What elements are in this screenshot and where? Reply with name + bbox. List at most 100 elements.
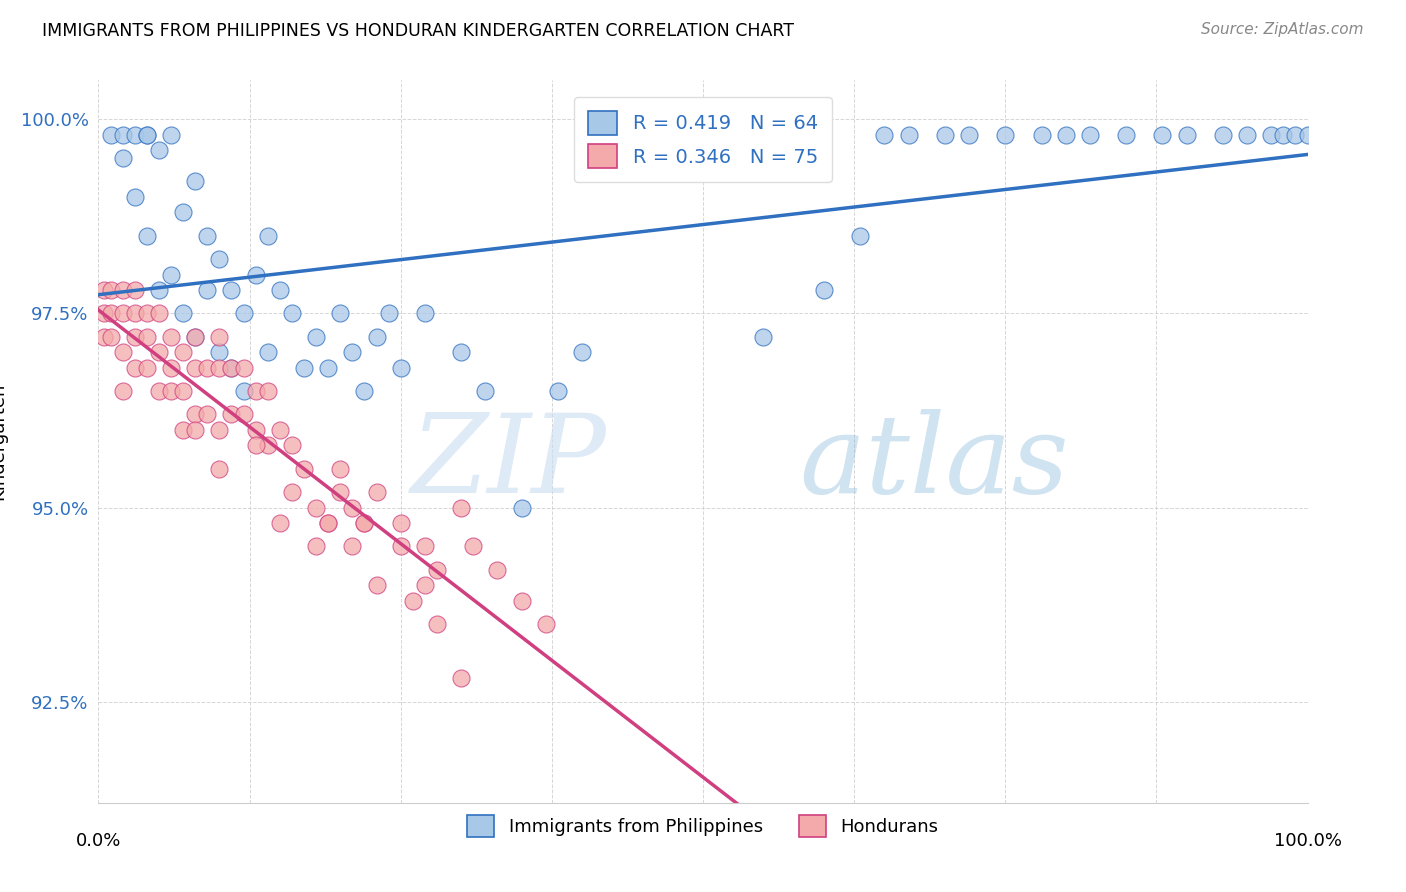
Point [135,360,157,375]
Point [377,306,399,320]
Text: IMMIGRANTS FROM PHILIPPINES VS HONDURAN KINDERGARTEN CORRELATION CHART: IMMIGRANTS FROM PHILIPPINES VS HONDURAN … [42,22,794,40]
Point [413,578,436,592]
Point [221,360,243,375]
Point [292,461,315,475]
Y-axis label: Kindergarten: Kindergarten [0,383,7,500]
Point [148,345,170,359]
Point [184,329,207,343]
Point [111,151,134,165]
Point [93,306,115,320]
Point [342,345,364,359]
Point [450,672,472,686]
Point [1054,128,1077,142]
Point [148,384,170,398]
Point [232,384,254,398]
Text: Source: ZipAtlas.com: Source: ZipAtlas.com [1201,22,1364,37]
Text: atlas: atlas [800,409,1070,517]
Point [1152,128,1174,142]
Point [160,360,183,375]
Point [195,228,218,243]
Point [547,384,569,398]
Point [208,345,231,359]
Point [184,360,207,375]
Point [172,423,194,437]
Point [148,143,170,157]
Point [172,205,194,219]
Point [534,617,557,632]
Point [510,594,533,608]
Point [994,128,1017,142]
Point [195,283,218,297]
Point [353,384,375,398]
Text: 0.0%: 0.0% [76,831,121,850]
Point [135,306,157,320]
Point [160,128,183,142]
Point [184,423,207,437]
Point [342,500,364,515]
Point [208,423,231,437]
Point [208,360,231,375]
Point [232,360,254,375]
Point [316,516,339,530]
Point [184,408,207,422]
Point [957,128,980,142]
Point [124,128,146,142]
Point [450,500,472,515]
Point [897,128,920,142]
Point [221,283,243,297]
Point [413,306,436,320]
Point [245,438,267,452]
Point [232,408,254,422]
Point [329,485,352,500]
Point [256,438,278,452]
Point [316,360,339,375]
Point [160,268,183,282]
Point [1296,128,1319,142]
Point [1236,128,1258,142]
Point [208,329,231,343]
Point [100,306,122,320]
Point [329,461,352,475]
Point [93,329,115,343]
Point [124,360,146,375]
Point [100,128,122,142]
Point [305,329,328,343]
Point [813,283,835,297]
Text: ZIP: ZIP [411,409,606,517]
Point [124,306,146,320]
Point [426,563,449,577]
Point [342,540,364,554]
Point [111,384,134,398]
Text: 100.0%: 100.0% [1274,831,1341,850]
Point [389,540,412,554]
Point [135,128,157,142]
Point [148,306,170,320]
Point [269,423,291,437]
Point [1031,128,1053,142]
Point [195,408,218,422]
Point [160,384,183,398]
Point [256,384,278,398]
Point [100,283,122,297]
Point [208,461,231,475]
Point [100,329,122,343]
Point [486,563,509,577]
Point [184,329,207,343]
Point [305,540,328,554]
Point [413,540,436,554]
Point [256,228,278,243]
Point [160,329,183,343]
Point [281,438,304,452]
Point [1272,128,1295,142]
Point [1212,128,1234,142]
Point [292,360,315,375]
Point [195,360,218,375]
Point [172,345,194,359]
Point [245,268,267,282]
Point [366,485,388,500]
Point [571,345,593,359]
Point [124,190,146,204]
Point [353,516,375,530]
Point [232,306,254,320]
Point [389,360,412,375]
